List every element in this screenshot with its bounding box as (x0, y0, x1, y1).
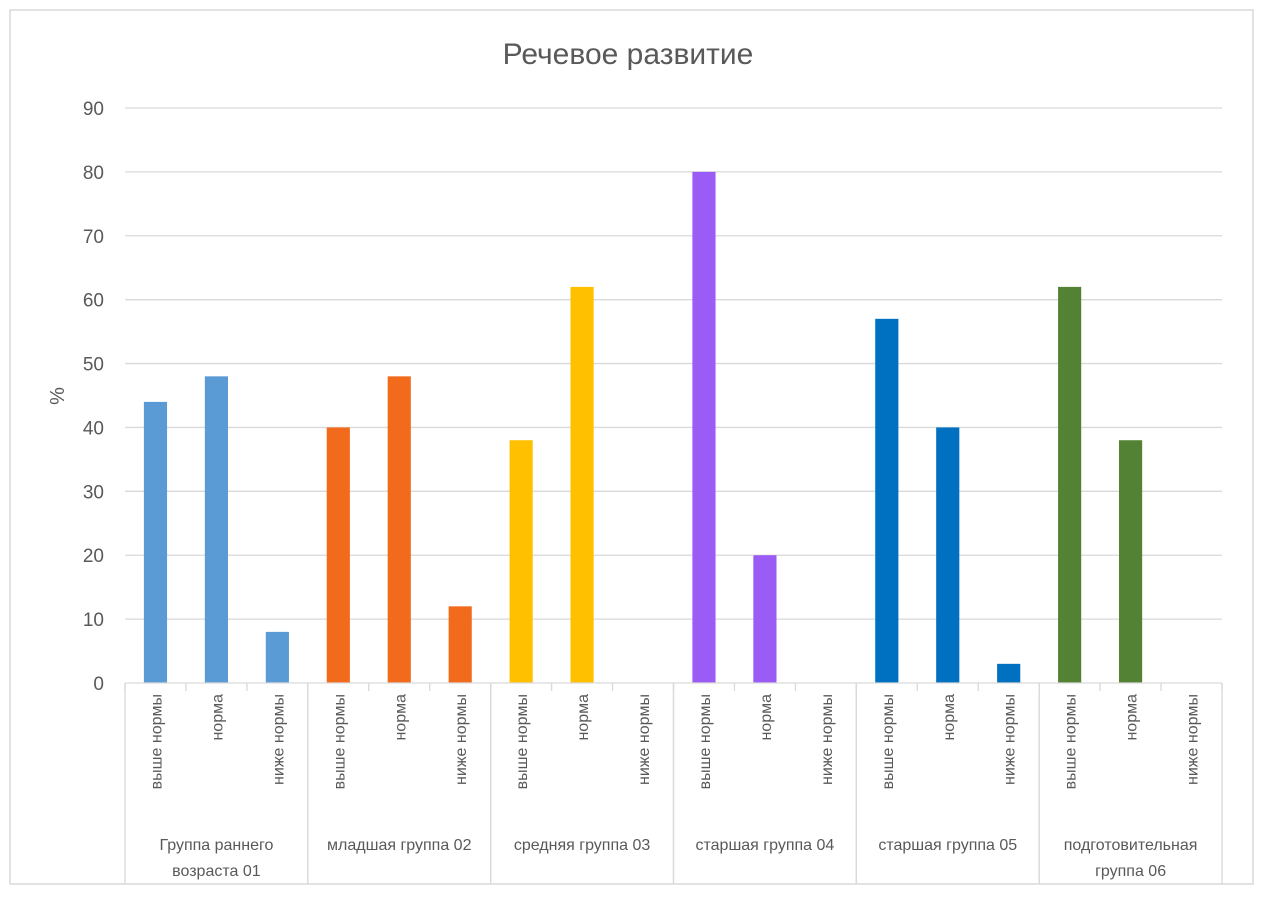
group-label: старшая группа 04 (696, 837, 835, 854)
bar (875, 318, 899, 683)
chart-title: Речевое развитие (503, 38, 754, 71)
y-tick-label: 60 (83, 291, 104, 312)
bar (326, 427, 350, 683)
group-label: возраста 01 (172, 863, 261, 880)
category-label: выше нормы (697, 694, 714, 789)
category-label: ниже нормы (819, 694, 836, 785)
category-label: норма (575, 694, 592, 741)
category-label: выше нормы (1063, 694, 1080, 789)
category-label: ниже нормы (1002, 694, 1019, 785)
category-label: норма (209, 694, 226, 741)
y-axis-ticks: 0 10 20 30 40 50 60 70 80 90 (83, 99, 104, 695)
category-label: норма (1124, 694, 1141, 741)
bar (753, 555, 777, 683)
gridlines (125, 107, 1222, 620)
y-tick-label: 20 (83, 546, 104, 567)
group-label: группа 06 (1095, 863, 1166, 880)
y-tick-label: 30 (83, 482, 104, 503)
y-tick-label: 70 (83, 227, 104, 248)
y-tick-label: 0 (93, 674, 104, 695)
bar (509, 440, 533, 683)
category-label: ниже нормы (270, 694, 287, 785)
y-tick-label: 40 (83, 418, 104, 439)
y-tick-label: 90 (83, 99, 104, 120)
y-axis-label: % (47, 387, 69, 405)
group-label: старшая группа 05 (878, 837, 1017, 854)
bar (997, 663, 1021, 683)
category-label: ниже нормы (636, 694, 653, 785)
bar (204, 376, 228, 683)
category-label: ниже нормы (453, 694, 470, 785)
y-tick-label: 10 (83, 610, 104, 631)
group-label: средняя группа 03 (514, 837, 651, 854)
bar (265, 631, 289, 683)
category-label: выше нормы (514, 694, 531, 789)
bar (692, 171, 716, 683)
group-label: Группа раннего (159, 837, 273, 854)
bars (143, 171, 1143, 683)
bar (570, 286, 594, 683)
bar (1058, 286, 1082, 683)
category-label: выше нормы (331, 694, 348, 789)
category-label: норма (758, 694, 775, 741)
category-label: выше нормы (880, 694, 897, 789)
category-label: норма (392, 694, 409, 741)
group-label: младшая группа 02 (327, 837, 472, 854)
category-label: выше нормы (148, 694, 165, 789)
x-axis: выше нормы норма ниже нормы выше нормы норма… (124, 682, 1223, 884)
bar (387, 376, 411, 683)
category-label: норма (941, 694, 958, 741)
group-label: подготовительная (1064, 837, 1198, 854)
y-tick-label: 50 (83, 355, 104, 376)
bar (1119, 440, 1143, 683)
y-tick-label: 80 (83, 163, 104, 184)
category-label: ниже нормы (1185, 694, 1202, 785)
bar (143, 401, 168, 683)
bar (448, 606, 472, 683)
bar (936, 427, 960, 683)
